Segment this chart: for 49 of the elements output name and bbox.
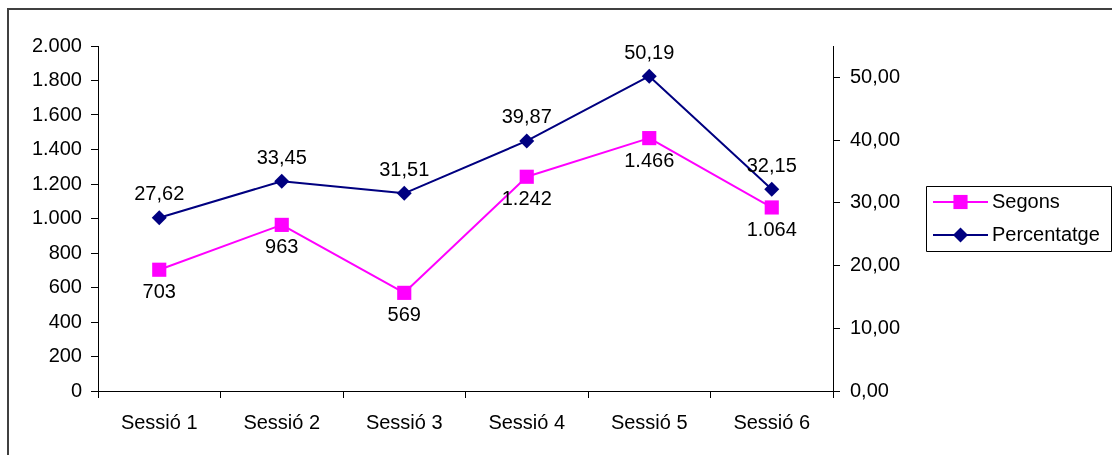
data-label: 39,87 (501, 105, 552, 128)
point (396, 185, 412, 201)
y-tick-label: 600 (48, 275, 82, 298)
data-label: 33,45 (256, 145, 307, 168)
y2-tick-label: 0,00 (850, 378, 889, 401)
point (519, 133, 535, 149)
data-label: 703 (142, 280, 176, 303)
x-tick-label: Sessió 5 (610, 410, 688, 433)
x-tick-label: Sessió 2 (243, 410, 321, 433)
y-tick-label: 1.200 (31, 171, 82, 194)
point (274, 173, 290, 189)
y-tick-label: 1.400 (31, 137, 82, 160)
legend-label: Segons (992, 189, 1060, 212)
point (519, 169, 534, 184)
point (764, 181, 780, 197)
point (642, 131, 657, 146)
data-label: 50,19 (624, 40, 675, 63)
data-label: 32,15 (746, 153, 797, 176)
point (152, 262, 167, 277)
y-tick-label: 2.000 (31, 33, 82, 56)
x-tick-label: Sessió 4 (488, 410, 566, 433)
y2-tick-label: 20,00 (850, 253, 901, 276)
data-label: 27,62 (134, 182, 185, 205)
legend-label: Percentatge (992, 222, 1100, 245)
data-label: 1.242 (501, 187, 552, 210)
point (151, 210, 167, 226)
data-label: 1.064 (746, 217, 797, 240)
point (397, 285, 412, 300)
y2-tick-label: 30,00 (850, 190, 901, 213)
x-tick-label: Sessió 6 (733, 410, 811, 433)
y-tick-label: 800 (48, 240, 82, 263)
y-tick-label: 0 (70, 378, 82, 401)
point (641, 68, 657, 84)
data-label: 963 (265, 235, 299, 258)
point (274, 217, 289, 232)
y-tick-label: 1.000 (31, 206, 82, 229)
y2-tick-label: 10,00 (850, 315, 901, 338)
y-tick-label: 200 (48, 344, 82, 367)
y-tick-label: 1.800 (31, 68, 82, 91)
x-tick-label: Sessió 1 (120, 410, 198, 433)
data-label: 31,51 (379, 157, 430, 180)
x-tick-label: Sessió 3 (365, 410, 443, 433)
y2-tick-label: 50,00 (850, 64, 901, 87)
data-label: 1.466 (624, 148, 675, 171)
point (764, 200, 779, 215)
y2-tick-label: 40,00 (850, 127, 901, 150)
y-tick-label: 1.600 (31, 102, 82, 125)
y-tick-label: 400 (48, 309, 82, 332)
data-label: 569 (387, 303, 421, 326)
